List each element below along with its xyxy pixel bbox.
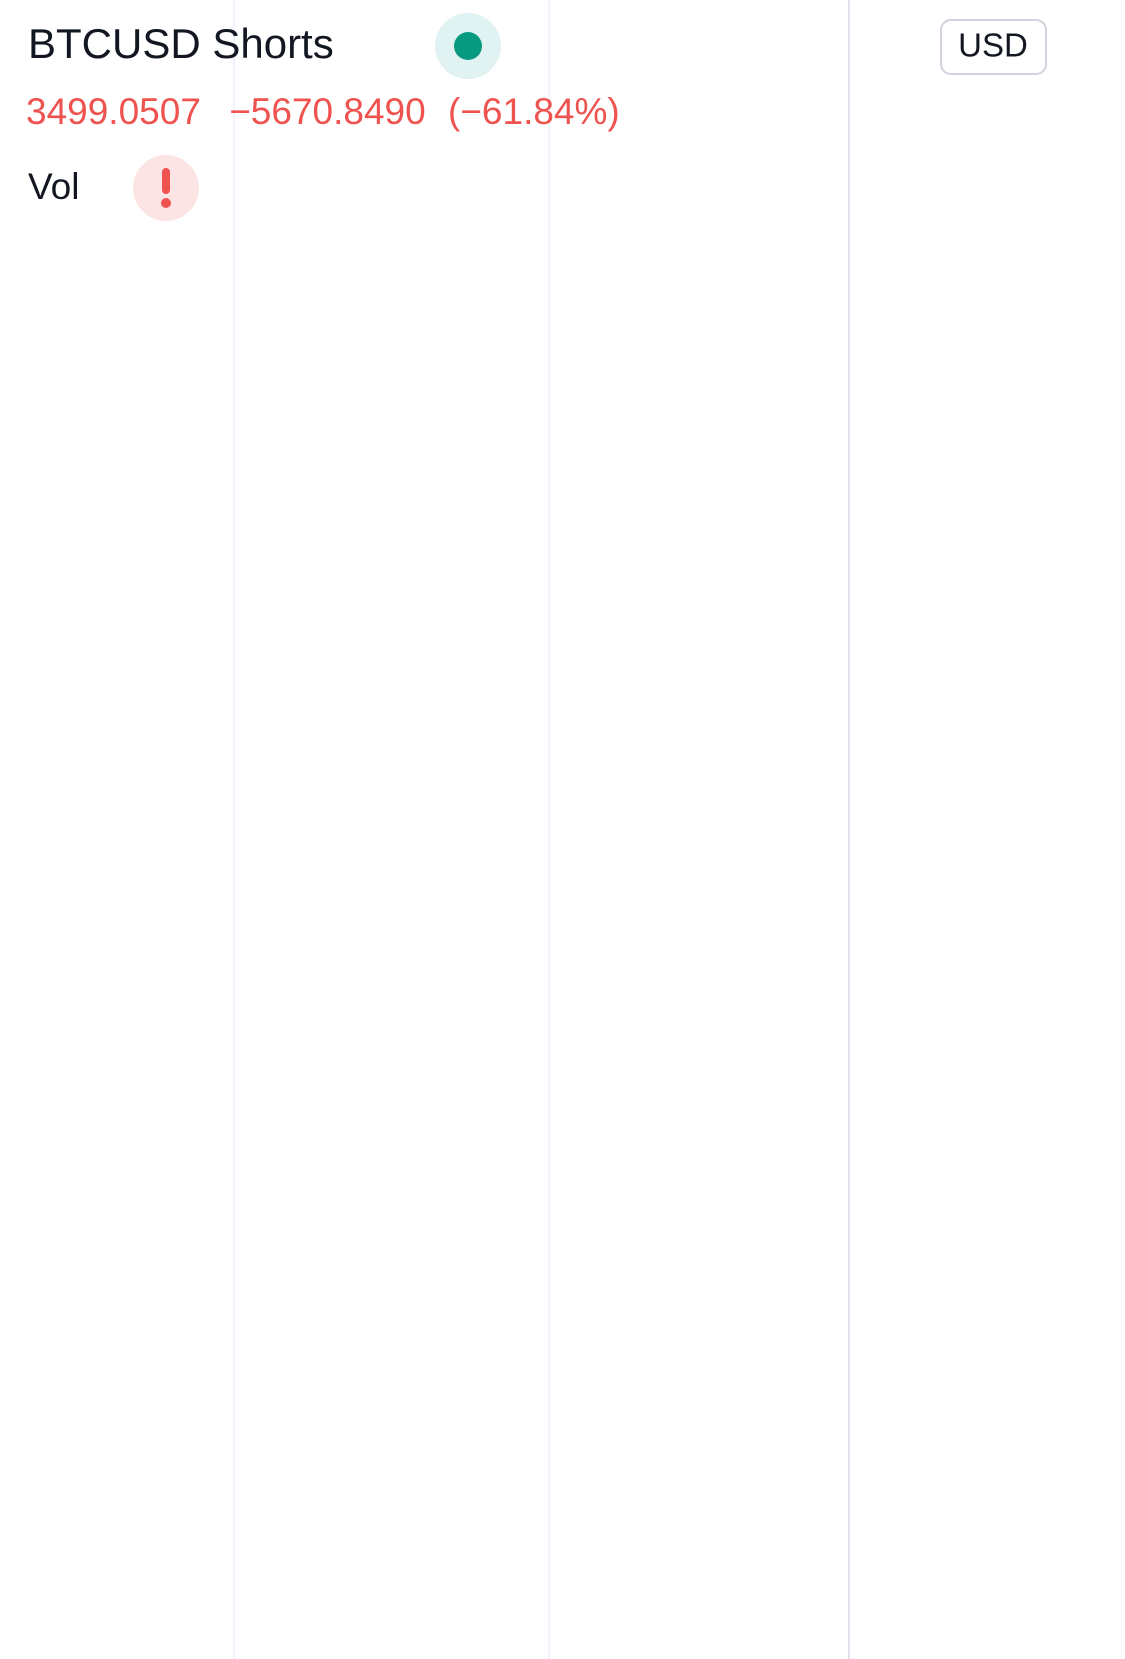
currency-label[interactable]: USD	[958, 27, 1028, 64]
change: −5670.8490	[229, 91, 426, 132]
warning-icon	[161, 198, 171, 208]
warning-icon	[162, 168, 170, 194]
indicator-label: Vol	[28, 166, 79, 207]
status-dot	[454, 32, 482, 60]
symbol-title: BTCUSD Shorts	[28, 20, 334, 67]
currency-button[interactable]	[940, 19, 1047, 75]
change-percent: (−61.84%)	[448, 91, 620, 132]
header-price: 3499.0507	[26, 91, 201, 132]
price-change: 3499.0507 −5670.8490 (−61.84%)	[26, 91, 620, 132]
